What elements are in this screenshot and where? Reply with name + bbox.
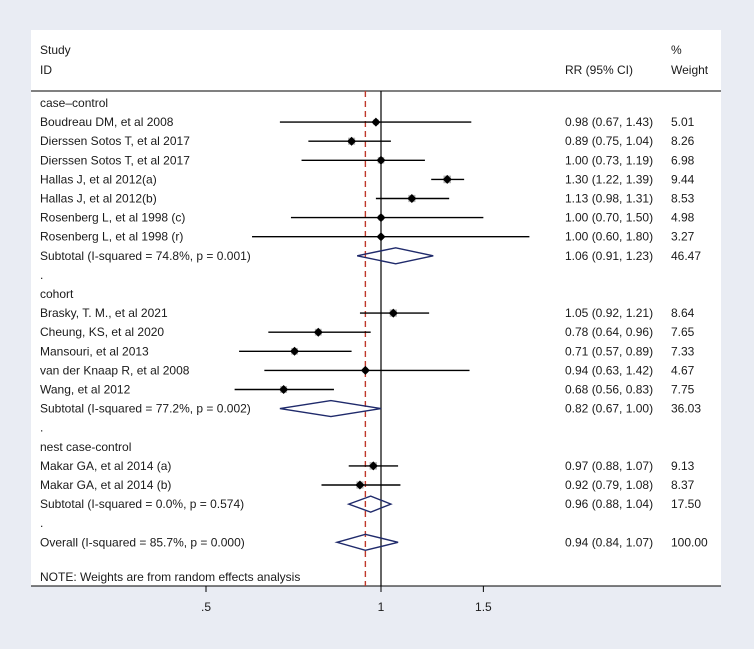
subtotal-row-ci-text: 0.82 (0.67, 1.00): [565, 402, 653, 416]
header-weight: Weight: [671, 63, 709, 77]
x-tick-label: 1: [378, 600, 385, 614]
overall-row-weight-text: 100.00: [671, 535, 708, 549]
x-tick-label: .5: [201, 600, 211, 614]
study-row-ci-text: 1.00 (0.70, 1.50): [565, 211, 653, 225]
study-row-label: Mansouri, et al 2013: [40, 344, 149, 358]
study-row-ci-text: 1.30 (1.22, 1.39): [565, 172, 653, 186]
study-row-ci-text: 1.00 (0.60, 1.80): [565, 230, 653, 244]
point-estimate-marker: [371, 117, 381, 127]
study-row-ci-text: 1.13 (0.98, 1.31): [565, 192, 653, 206]
header-study: Study: [40, 43, 71, 57]
point-estimate-marker: [360, 365, 370, 375]
subtotal-row-ci-text: 0.96 (0.88, 1.04): [565, 497, 653, 511]
group-row-label: nest case-control: [40, 440, 131, 454]
subtotal-diamond: [279, 399, 382, 418]
subtotal-row-label: Subtotal (I-squared = 77.2%, p = 0.002): [40, 402, 251, 416]
study-row-weight-text: 3.27: [671, 230, 695, 244]
study-row-ci-text: 0.89 (0.75, 1.04): [565, 134, 653, 148]
study-row-weight-text: 4.67: [671, 363, 695, 377]
study-row-ci-text: 1.05 (0.92, 1.21): [565, 306, 653, 320]
forest-plot-panel: Study ID RR (95% CI) % Weight NOTE: Weig…: [31, 30, 721, 614]
point-estimate-marker: [290, 346, 300, 356]
point-estimate-marker: [376, 232, 386, 242]
dot-row-label: .: [40, 516, 43, 530]
point-estimate-marker: [376, 213, 386, 223]
study-row-ci-text: 1.00 (0.73, 1.19): [565, 153, 653, 167]
study-row-weight-text: 8.37: [671, 478, 695, 492]
dot-row-label: .: [40, 421, 43, 435]
study-row-label: Cheung, KS, et al 2020: [40, 325, 164, 339]
point-estimate-marker: [388, 308, 398, 318]
study-row-ci-text: 0.78 (0.64, 0.96): [565, 325, 653, 339]
point-estimate-marker: [279, 385, 289, 394]
study-row-weight-text: 4.98: [671, 211, 695, 225]
header-id: ID: [40, 63, 52, 77]
study-row-label: Dierssen Sotos T, et al 2017: [40, 134, 190, 148]
point-estimate-marker: [355, 480, 365, 490]
point-estimate-marker: [368, 461, 378, 471]
group-row-label: cohort: [40, 287, 74, 301]
point-estimate-marker: [313, 327, 323, 337]
subtotal-row-weight-text: 36.03: [671, 402, 701, 416]
group-row-label: case–control: [40, 96, 108, 110]
study-row-ci-text: 0.68 (0.56, 0.83): [565, 383, 653, 397]
point-estimate-marker: [376, 155, 386, 165]
study-row-weight-text: 7.75: [671, 383, 695, 397]
study-row-weight-text: 8.64: [671, 306, 695, 320]
study-row-label: Hallas J, et al 2012(a): [40, 172, 157, 186]
subtotal-row-label: Subtotal (I-squared = 74.8%, p = 0.001): [40, 249, 251, 263]
footnote: NOTE: Weights are from random effects an…: [40, 570, 300, 584]
study-row-label: Makar GA, et al 2014 (b): [40, 478, 171, 492]
study-row-label: Hallas J, et al 2012(b): [40, 192, 157, 206]
x-tick-label: 1.5: [475, 600, 492, 614]
study-row-ci-text: 0.97 (0.88, 1.07): [565, 459, 653, 473]
subtotal-row-weight-text: 46.47: [671, 249, 701, 263]
study-row-ci-text: 0.71 (0.57, 0.89): [565, 344, 653, 358]
study-row-label: Boudreau DM, et al 2008: [40, 115, 174, 129]
forest-plot-svg: Study ID RR (95% CI) % Weight NOTE: Weig…: [31, 43, 721, 614]
study-row-label: Brasky, T. M., et al 2021: [40, 306, 168, 320]
overall-row-label: Overall (I-squared = 85.7%, p = 0.000): [40, 535, 245, 549]
study-row-label: van der Knaap R, et al 2008: [40, 363, 190, 377]
study-row-weight-text: 7.65: [671, 325, 695, 339]
subtotal-row-label: Subtotal (I-squared = 0.0%, p = 0.574): [40, 497, 244, 511]
study-row-label: Wang, et al 2012: [40, 383, 131, 397]
study-row-ci-text: 0.92 (0.79, 1.08): [565, 478, 653, 492]
study-row-label: Makar GA, et al 2014 (a): [40, 459, 171, 473]
study-row-ci-text: 0.94 (0.63, 1.42): [565, 363, 653, 377]
study-row-weight-text: 8.26: [671, 134, 695, 148]
overall-row-ci-text: 0.94 (0.84, 1.07): [565, 535, 653, 549]
header-percent: %: [671, 43, 682, 57]
study-row-weight-text: 9.13: [671, 459, 695, 473]
subtotal-row-ci-text: 1.06 (0.91, 1.23): [565, 249, 653, 263]
study-row-weight-text: 5.01: [671, 115, 695, 129]
point-estimate-marker: [442, 174, 452, 184]
study-row-label: Rosenberg L, et al 1998 (c): [40, 211, 185, 225]
point-estimate-marker: [407, 194, 417, 203]
header-rr: RR (95% CI): [565, 63, 633, 77]
study-row-label: Rosenberg L, et al 1998 (r): [40, 230, 183, 244]
point-estimate-marker: [347, 136, 357, 146]
study-row-label: Dierssen Sotos T, et al 2017: [40, 153, 190, 167]
study-row-weight-text: 8.53: [671, 192, 695, 206]
study-row-weight-text: 7.33: [671, 344, 695, 358]
study-row-weight-text: 6.98: [671, 153, 695, 167]
study-row-weight-text: 9.44: [671, 172, 695, 186]
overall-diamond: [334, 533, 399, 552]
study-row-ci-text: 0.98 (0.67, 1.43): [565, 115, 653, 129]
subtotal-diamond: [346, 495, 393, 513]
subtotal-row-weight-text: 17.50: [671, 497, 701, 511]
dot-row-label: .: [40, 268, 43, 282]
subtotal-diamond: [357, 247, 434, 265]
